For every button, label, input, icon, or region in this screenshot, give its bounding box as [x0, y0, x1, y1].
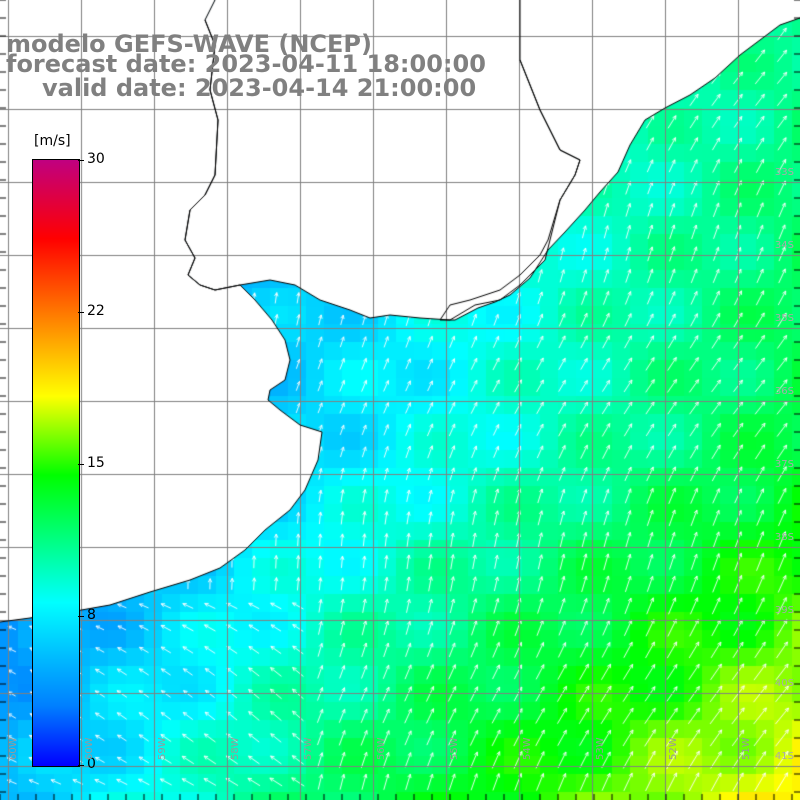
colorbar-tickmark	[78, 464, 84, 465]
colorbar-tickmark	[78, 312, 84, 313]
colorbar-tick-15: 15	[87, 455, 105, 471]
latitude-label: 39S	[774, 605, 794, 616]
longitude-label: 59W	[157, 737, 168, 760]
longitude-label: 54W	[522, 737, 533, 760]
longitude-label: 51W	[741, 737, 752, 760]
latitude-label: 37S	[774, 459, 794, 470]
longitude-label: 56W	[376, 737, 387, 760]
colorbar-tick-30: 30	[87, 151, 105, 167]
colorbar-tick-0: 0	[87, 756, 96, 772]
title-valid-date: valid date: 2023-04-14 21:00:00	[42, 74, 477, 102]
latitude-label: 41S	[774, 751, 794, 762]
latitude-label: 38S	[774, 532, 794, 543]
title-forecast-date: forecast date: 2023-04-11 18:00:00	[6, 50, 486, 78]
latitude-label: 40S	[774, 678, 794, 689]
latitude-label: 36S	[774, 386, 794, 397]
longitude-label: 60W	[84, 737, 95, 760]
colorbar-tickmark	[78, 765, 84, 766]
colorbar-tick-22: 22	[87, 303, 105, 319]
colorbar-tick-8: 8	[87, 607, 96, 623]
longitude-label: 53W	[595, 737, 606, 760]
latitude-label: 35S	[774, 313, 794, 324]
longitude-label: 57W	[303, 737, 314, 760]
latitude-label: 34S	[774, 240, 794, 251]
longitude-label: 55W	[449, 737, 460, 760]
colorbar-tickmark	[78, 160, 84, 161]
title-model: modelo GEFS-WAVE (NCEP)	[6, 30, 372, 58]
longitude-label: 52W	[668, 737, 679, 760]
colorbar-tickmark	[78, 616, 84, 617]
colorbar	[32, 159, 80, 767]
colorbar-unit: [m/s]	[34, 133, 71, 149]
longitude-label: 58W	[230, 737, 241, 760]
latitude-label: 33S	[774, 167, 794, 178]
longitude-label: 60W	[8, 737, 19, 760]
